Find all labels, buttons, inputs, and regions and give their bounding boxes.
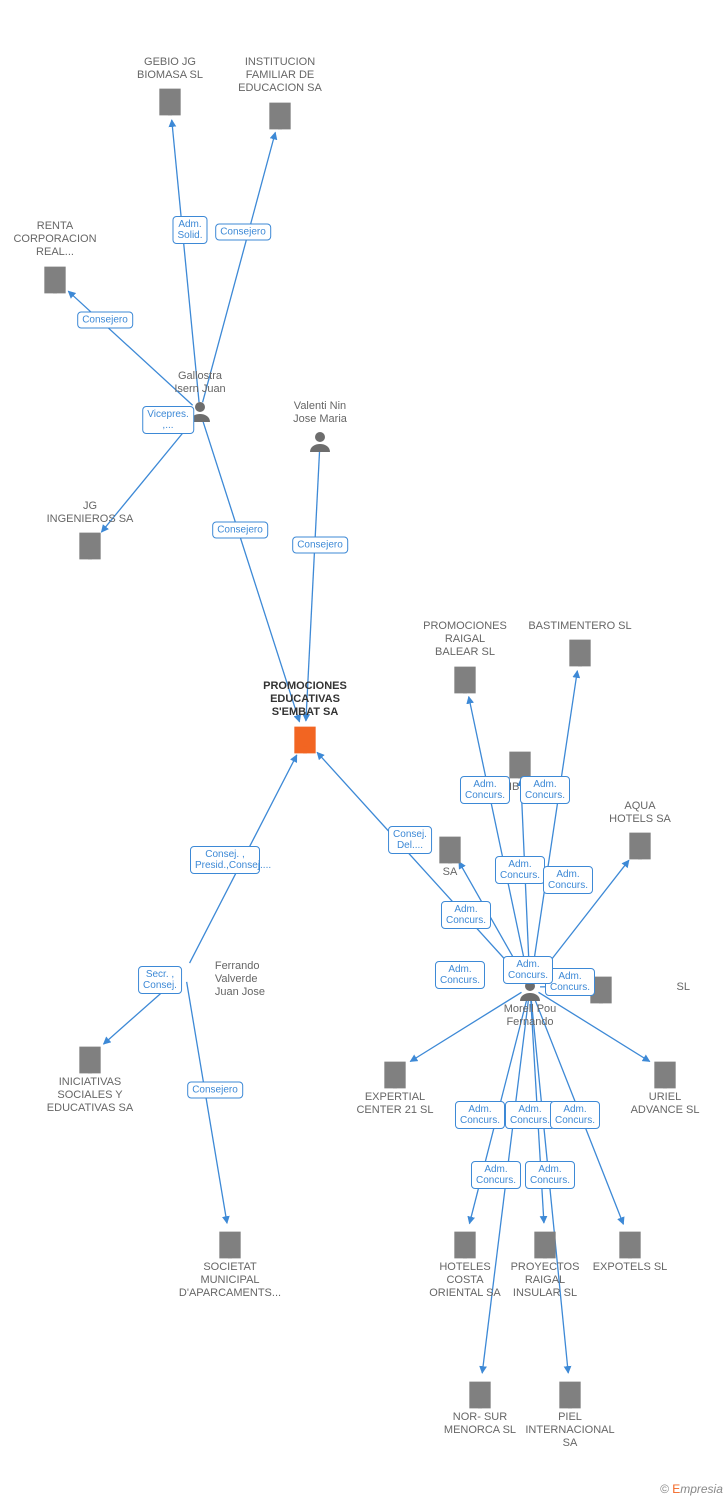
node-label: PIELINTERNACIONALSA xyxy=(510,1411,630,1451)
building-icon xyxy=(529,1229,561,1261)
edge xyxy=(187,982,227,1223)
company-node[interactable]: GEBIO JGBIOMASA SL xyxy=(110,56,230,118)
edge-label: Consej. Del.... xyxy=(388,826,432,854)
company-node[interactable]: SOCIETATMUNICIPALD'APARCAMENTS... xyxy=(170,1225,290,1301)
edge-label: Adm. Concurs. xyxy=(460,776,510,804)
copyright-text: © xyxy=(660,1482,672,1496)
building-icon xyxy=(214,1229,246,1261)
company-node[interactable]: JGINGENIEROS SA xyxy=(30,500,150,562)
edge-label: Secr. , Consej. xyxy=(138,966,182,994)
node-label: GallostraIsern Juan xyxy=(140,370,260,396)
building-icon xyxy=(289,724,321,756)
edge-label: Consej. , Presid.,Consej.... xyxy=(190,846,260,874)
building-icon xyxy=(614,1229,646,1261)
edge-label: Adm. Concurs. xyxy=(543,866,593,894)
edge xyxy=(203,132,276,402)
edge xyxy=(203,422,299,722)
company-node[interactable]: BASTIMENTERO SL xyxy=(520,620,640,669)
node-label: PROMOCIONESRAIGALBALEAR SL xyxy=(405,620,525,660)
node-label: FerrandoValverdeJuan Jose xyxy=(215,960,265,1000)
node-label: INICIATIVASSOCIALES YEDUCATIVAS SA xyxy=(30,1076,150,1116)
node-label: SA xyxy=(390,866,510,879)
edge-label: Consejero xyxy=(215,224,271,241)
edge-label: Adm. Concurs. xyxy=(520,776,570,804)
edge xyxy=(531,671,577,977)
edge-label: Adm. Solid. xyxy=(172,216,207,244)
node-label: SOCIETATMUNICIPALD'APARCAMENTS... xyxy=(170,1261,290,1301)
building-icon xyxy=(74,530,106,562)
node-label: EXPOTELS SL xyxy=(570,1261,690,1274)
company-node[interactable]: INICIATIVASSOCIALES YEDUCATIVAS SA xyxy=(30,1040,150,1116)
node-label: Morell PouFernando xyxy=(470,1003,590,1029)
company-node[interactable]: URIELADVANCE SL xyxy=(605,1055,725,1117)
building-icon xyxy=(154,86,186,118)
company-node[interactable]: PROMOCIONESRAIGALBALEAR SL xyxy=(405,620,525,696)
person-icon xyxy=(308,430,332,454)
company-node[interactable]: AQUAHOTELS SA xyxy=(580,800,700,862)
attribution: © Empresia xyxy=(660,1482,723,1496)
building-icon xyxy=(564,637,596,669)
person-node[interactable]: Valenti NinJose Maria xyxy=(260,400,380,454)
edge-label: Adm. Concurs. xyxy=(550,1101,600,1129)
building-icon xyxy=(649,1059,681,1091)
node-label: PROMOCIONESEDUCATIVASS'EMBAT SA xyxy=(245,680,365,720)
node-label: Valenti NinJose Maria xyxy=(260,400,380,426)
brand-rest: mpresia xyxy=(680,1482,723,1496)
building-icon xyxy=(74,1044,106,1076)
edge-label: Adm. Concurs. xyxy=(471,1161,521,1189)
building-icon xyxy=(464,1379,496,1411)
edge-label: Consejero xyxy=(292,537,348,554)
node-label: INSTITUCIONFAMILIAR DEEDUCACION SA xyxy=(220,56,340,96)
company-node[interactable]: PIELINTERNACIONALSA xyxy=(510,1375,630,1451)
edge-label: Adm. Concurs. xyxy=(441,901,491,929)
node-label: RENTACORPORACIONREAL... xyxy=(0,220,115,260)
node-label: AQUAHOTELS SA xyxy=(580,800,700,826)
company-node[interactable]: EXPERTIALCENTER 21 SL xyxy=(335,1055,455,1117)
company-node[interactable]: RENTACORPORACIONREAL... xyxy=(0,220,115,296)
building-icon xyxy=(379,1059,411,1091)
building-icon xyxy=(449,1229,481,1261)
edge-label: Consejero xyxy=(212,522,268,539)
edge-label: Adm. Concurs. xyxy=(495,856,545,884)
edge-label: Consejero xyxy=(187,1082,243,1099)
person-node[interactable]: FerrandoValverdeJuan Jose xyxy=(105,960,265,1000)
building-icon xyxy=(434,834,466,866)
node-label: BASTIMENTERO SL xyxy=(520,620,640,633)
edge-label: Consejero xyxy=(77,312,133,329)
node-label: EXPERTIALCENTER 21 SL xyxy=(335,1091,455,1117)
edge-label: Adm. Concurs. xyxy=(505,1101,555,1129)
building-icon xyxy=(449,664,481,696)
company-node[interactable]: INSTITUCIONFAMILIAR DEEDUCACION SA xyxy=(220,56,340,132)
building-icon xyxy=(264,100,296,132)
brand-initial: E xyxy=(672,1482,680,1496)
edge-label: Adm. Concurs. xyxy=(503,956,553,984)
node-label: URIELADVANCE SL xyxy=(605,1091,725,1117)
edge xyxy=(172,120,199,402)
edge-label: Vicepres. ,... xyxy=(142,406,194,434)
node-label: JGINGENIEROS SA xyxy=(30,500,150,526)
building-icon xyxy=(39,264,71,296)
node-label: GEBIO JGBIOMASA SL xyxy=(110,56,230,82)
edge-label: Adm. Concurs. xyxy=(435,961,485,989)
edge-label: Adm. Concurs. xyxy=(525,1161,575,1189)
edge-label: Adm. Concurs. xyxy=(455,1101,505,1129)
center-node[interactable]: PROMOCIONESEDUCATIVASS'EMBAT SA xyxy=(245,680,365,756)
node-label: SL xyxy=(677,981,690,994)
building-icon xyxy=(554,1379,586,1411)
building-icon xyxy=(624,830,656,862)
company-node[interactable]: EXPOTELS SL xyxy=(570,1225,690,1274)
